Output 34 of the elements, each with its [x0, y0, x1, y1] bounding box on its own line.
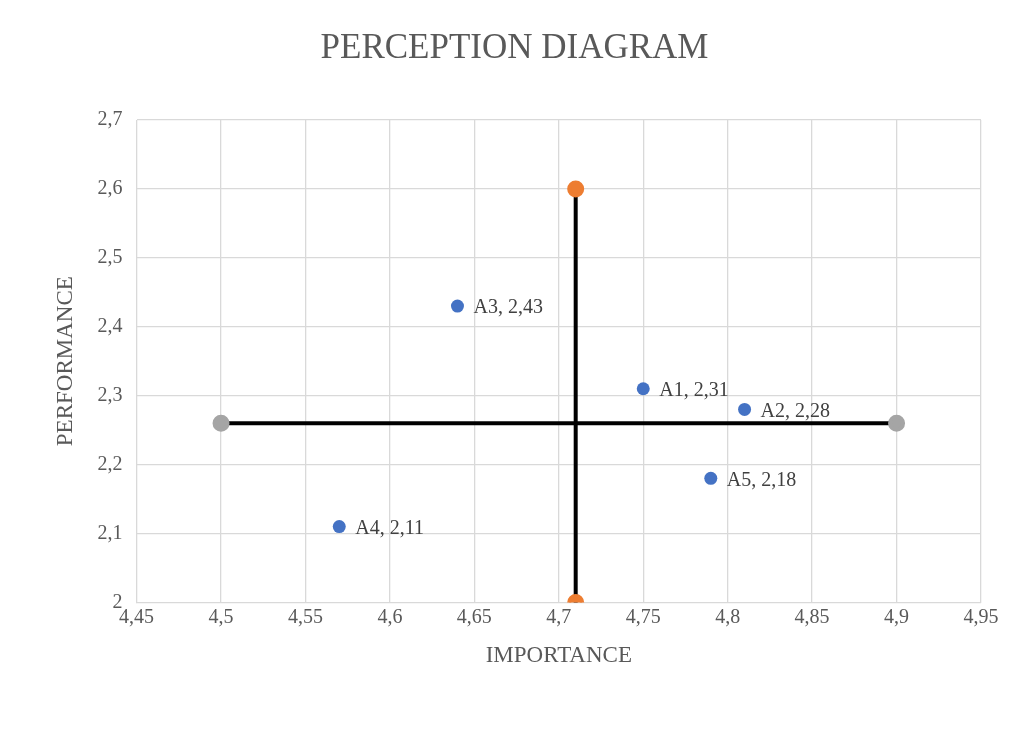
- x-tick-label: 4,6: [377, 604, 403, 627]
- y-tick-label: 2,3: [97, 382, 123, 405]
- data-label: A1, 2,31: [659, 378, 729, 401]
- point: [738, 402, 752, 416]
- data-label: A3, 2,43: [473, 295, 543, 318]
- x-tick-label: 4,75: [625, 604, 661, 627]
- x-tick-label: 4,55: [287, 604, 323, 627]
- x-tick-label: 4,8: [715, 604, 741, 627]
- y-tick-label: 2,1: [97, 520, 123, 543]
- point: [636, 382, 650, 396]
- point: [567, 180, 585, 198]
- y-tick-label: 2,5: [97, 245, 123, 268]
- point: [212, 414, 230, 432]
- point: [450, 299, 464, 313]
- data-label: A5, 2,18: [726, 467, 797, 490]
- point: [888, 414, 906, 432]
- y-tick-label: 2,4: [97, 313, 123, 336]
- chart-title: PERCEPTION DIAGRAM: [320, 27, 709, 67]
- y-tick-label: 2,7: [97, 107, 123, 130]
- x-tick-label: 4,9: [884, 604, 910, 627]
- x-tick-label: 4,7: [546, 604, 572, 627]
- data-label: A4, 2,11: [355, 515, 424, 538]
- data-label: A2, 2,28: [760, 398, 831, 421]
- x-tick-label: 4,65: [456, 604, 492, 627]
- x-axis-title: IMPORTANCE: [485, 642, 632, 668]
- x-tick-label: 4,5: [208, 604, 234, 627]
- point: [332, 520, 346, 534]
- y-tick-label: 2: [112, 589, 123, 612]
- y-axis-title: PERFORMANCE: [51, 276, 77, 447]
- x-tick-label: 4,95: [963, 604, 999, 627]
- y-tick-label: 2,2: [97, 451, 123, 474]
- x-tick-label: 4,85: [794, 604, 830, 627]
- point: [704, 471, 718, 485]
- y-tick-label: 2,6: [97, 176, 123, 199]
